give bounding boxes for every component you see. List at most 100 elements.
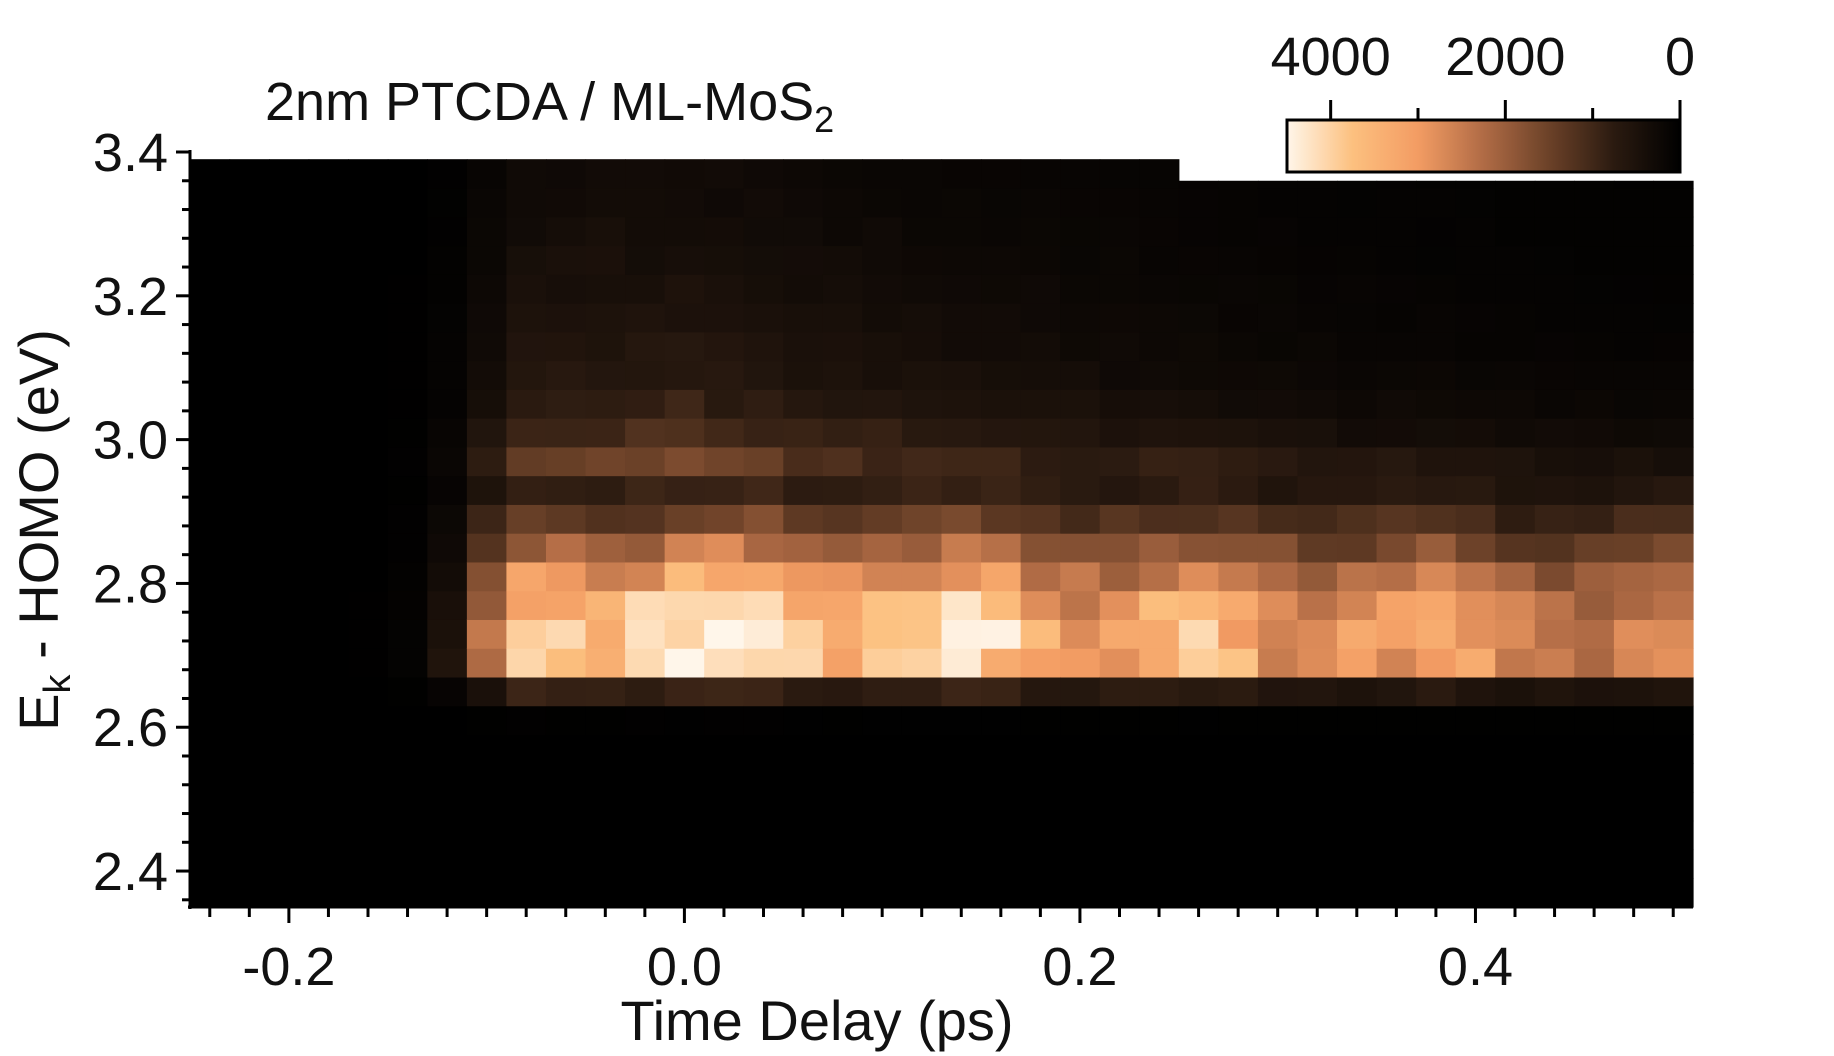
- heatmap-cell: [901, 418, 943, 448]
- heatmap-cell: [625, 418, 666, 448]
- heatmap-cell: [1376, 180, 1417, 189]
- heatmap-cell: [743, 360, 784, 390]
- heatmap-cell: [1376, 561, 1417, 592]
- heatmap-cell: [1574, 820, 1615, 851]
- chart-title-main: 2nm PTCDA / ML-MoS: [265, 72, 814, 132]
- heatmap-cell: [1297, 389, 1338, 419]
- heatmap-cell: [1178, 849, 1219, 879]
- heatmap-cell: [1139, 331, 1180, 362]
- heatmap-cell: [941, 159, 982, 189]
- heatmap-cell: [664, 676, 705, 707]
- heatmap-cell: [1574, 446, 1615, 477]
- heatmap-cell: [1099, 418, 1140, 448]
- heatmap-cell: [664, 216, 705, 247]
- heatmap-cell: [1337, 245, 1378, 275]
- heatmap-cell: [1653, 245, 1694, 275]
- heatmap-cell: [625, 504, 666, 534]
- heatmap-cell: [229, 389, 270, 419]
- heatmap-cell: [387, 216, 428, 247]
- heatmap-cell: [664, 849, 705, 879]
- heatmap-cell: [625, 533, 666, 563]
- heatmap-cell: [1020, 418, 1061, 448]
- heatmap-cell: [1337, 763, 1378, 793]
- heatmap-cell: [862, 360, 903, 390]
- heatmap-cell: [427, 820, 468, 851]
- heatmap-cell: [625, 360, 666, 390]
- heatmap-cell: [1297, 216, 1338, 247]
- heatmap-cell: [1337, 389, 1378, 419]
- heatmap-cell: [427, 446, 468, 477]
- heatmap-cell: [901, 849, 943, 879]
- heatmap-cell: [981, 820, 1022, 851]
- heatmap-cell: [348, 245, 389, 275]
- heatmap-cell: [1337, 533, 1378, 563]
- heatmap-cell: [1416, 446, 1457, 477]
- heatmap-cell: [1139, 820, 1180, 851]
- heatmap-cell: [1060, 849, 1101, 879]
- heatmap-cell: [387, 475, 428, 505]
- heatmap-cell: [1653, 216, 1694, 247]
- heatmap-cell: [427, 676, 468, 707]
- heatmap-cell: [1376, 820, 1417, 851]
- heatmap-cell: [387, 159, 428, 189]
- heatmap-cell: [664, 159, 705, 189]
- heatmap-cell: [941, 561, 982, 592]
- heatmap-cell: [704, 878, 745, 908]
- heatmap-cell: [1139, 159, 1180, 189]
- heatmap-cell: [466, 504, 508, 534]
- heatmap-cell: [1337, 619, 1378, 649]
- heatmap-cell: [901, 676, 943, 707]
- heatmap-cell: [1376, 648, 1417, 678]
- heatmap-cell: [1376, 389, 1417, 419]
- heatmap-cell: [704, 216, 745, 247]
- heatmap-cell: [1653, 849, 1694, 879]
- heatmap-cell: [466, 274, 508, 304]
- heatmap-cell: [862, 504, 903, 534]
- heatmap-cell: [1020, 705, 1061, 736]
- heatmap-cell: [466, 734, 508, 764]
- heatmap-cell: [1416, 180, 1457, 189]
- heatmap-cell: [1455, 303, 1496, 333]
- heatmap-cell: [664, 475, 705, 505]
- heatmap-cell: [1534, 820, 1575, 851]
- heatmap-cell: [1613, 331, 1655, 362]
- heatmap-cell: [901, 648, 943, 678]
- heatmap-cell: [466, 303, 508, 333]
- heatmap-cell: [545, 619, 587, 649]
- heatmap-cell: [1613, 705, 1655, 736]
- heatmap-cell: [1060, 676, 1101, 707]
- heatmap-cell: [1178, 180, 1219, 189]
- heatmap-cell: [822, 734, 863, 764]
- heatmap-cell: [190, 820, 231, 851]
- heatmap-cell: [743, 648, 784, 678]
- heatmap-cell: [1495, 187, 1536, 218]
- heatmap-cell: [1653, 791, 1694, 822]
- heatmap-cell: [348, 159, 389, 189]
- heatmap-cell: [1613, 791, 1655, 822]
- heatmap-cell: [1455, 619, 1496, 649]
- heatmap-cell: [190, 360, 231, 390]
- heatmap-cell: [229, 705, 270, 736]
- heatmap-cell: [1060, 389, 1101, 419]
- heatmap-cell: [981, 187, 1022, 218]
- heatmap-cell: [783, 763, 824, 793]
- heatmap-cell: [1257, 648, 1299, 678]
- heatmap-cell: [822, 791, 863, 822]
- heatmap-cell: [941, 475, 982, 505]
- heatmap-cell: [704, 274, 745, 304]
- heatmap-cell: [704, 331, 745, 362]
- heatmap-cell: [941, 245, 982, 275]
- heatmap-cell: [1020, 216, 1061, 247]
- heatmap-cell: [190, 734, 231, 764]
- heatmap-cell: [862, 849, 903, 879]
- heatmap-cell: [1534, 763, 1575, 793]
- heatmap-cell: [1574, 849, 1615, 879]
- heatmap-cell: [704, 245, 745, 275]
- heatmap-cell: [1218, 475, 1259, 505]
- heatmap-cell: [1574, 533, 1615, 563]
- heatmap-cell: [308, 878, 349, 908]
- heatmap-cell: [743, 619, 784, 649]
- heatmap-cell: [387, 303, 428, 333]
- heatmap-cell: [625, 619, 666, 649]
- heatmap-cell: [1653, 820, 1694, 851]
